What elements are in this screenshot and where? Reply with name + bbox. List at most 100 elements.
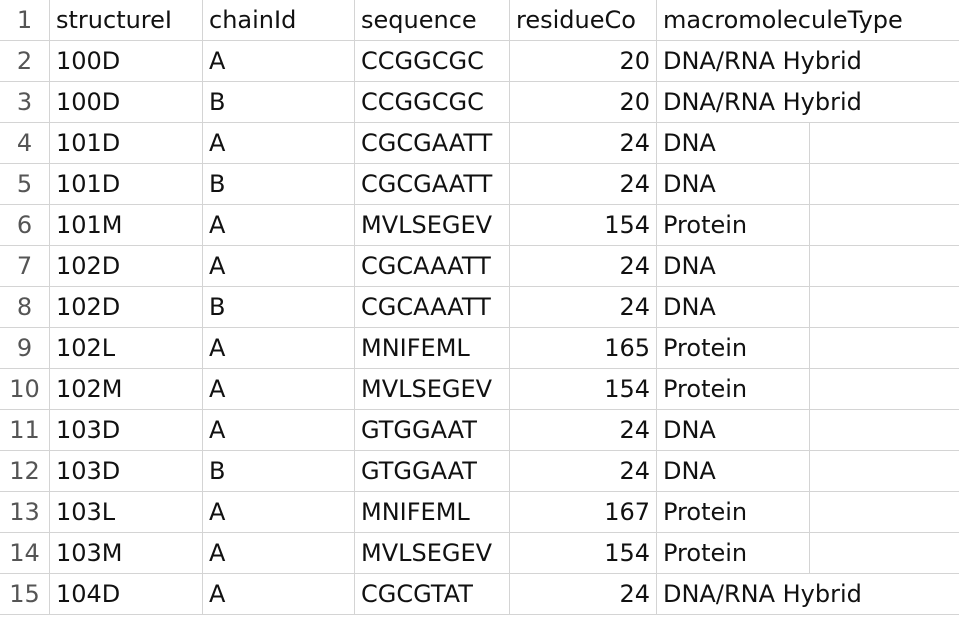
cell: A (203, 574, 355, 615)
cell: DNA/RNA Hybrid (657, 574, 959, 615)
row-number: 6 (0, 205, 50, 246)
cell: A (203, 328, 355, 369)
cell: MVLSEGEV (355, 533, 510, 574)
cell: 24 (510, 451, 657, 492)
cell: 165 (510, 328, 657, 369)
cell: 24 (510, 287, 657, 328)
cell: MVLSEGEV (355, 369, 510, 410)
cell: CGCAAATT (355, 287, 510, 328)
row-number: 14 (0, 533, 50, 574)
cell: CGCGAATT (355, 164, 510, 205)
cell: 24 (510, 123, 657, 164)
cell: Protein (657, 205, 959, 246)
cell: A (203, 492, 355, 533)
cell: B (203, 164, 355, 205)
row-number: 13 (0, 492, 50, 533)
cell: A (203, 533, 355, 574)
grid-line (809, 369, 810, 410)
cell: 154 (510, 205, 657, 246)
cell: macromoleculeType (657, 0, 959, 41)
cell: DNA (657, 410, 959, 451)
cell: CGCGAATT (355, 123, 510, 164)
cell: MNIFEML (355, 328, 510, 369)
cell: structureI (50, 0, 203, 41)
cell: 24 (510, 164, 657, 205)
cell: 167 (510, 492, 657, 533)
cell: DNA (657, 451, 959, 492)
cell: A (203, 205, 355, 246)
cell: 102M (50, 369, 203, 410)
cell: 100D (50, 82, 203, 123)
row-number: 3 (0, 82, 50, 123)
row-number: 8 (0, 287, 50, 328)
grid-line (809, 246, 810, 287)
row-number: 9 (0, 328, 50, 369)
grid-line (809, 328, 810, 369)
cell: 103M (50, 533, 203, 574)
cell: 104D (50, 574, 203, 615)
row-number: 15 (0, 574, 50, 615)
cell: sequence (355, 0, 510, 41)
cell: CCGGCGC (355, 82, 510, 123)
cell: MNIFEML (355, 492, 510, 533)
cell: A (203, 123, 355, 164)
cell: 100D (50, 41, 203, 82)
row-number: 1 (0, 0, 50, 41)
row-number: 11 (0, 410, 50, 451)
cell: GTGGAAT (355, 451, 510, 492)
cell: A (203, 246, 355, 287)
cell: DNA (657, 246, 959, 287)
cell: DNA/RNA Hybrid (657, 41, 959, 82)
cell: Protein (657, 328, 959, 369)
cell: DNA (657, 123, 959, 164)
grid-line (809, 164, 810, 205)
cell: B (203, 82, 355, 123)
cell: 103D (50, 451, 203, 492)
cell: 24 (510, 410, 657, 451)
grid-line (809, 492, 810, 533)
cell: Protein (657, 533, 959, 574)
cell: A (203, 41, 355, 82)
cell: B (203, 287, 355, 328)
cell: 20 (510, 41, 657, 82)
cell: 20 (510, 82, 657, 123)
cell: 101M (50, 205, 203, 246)
grid-line (809, 533, 810, 574)
row-number: 2 (0, 41, 50, 82)
row-number: 5 (0, 164, 50, 205)
cell: 101D (50, 123, 203, 164)
cell: Protein (657, 492, 959, 533)
cell: 102D (50, 246, 203, 287)
cell: 103D (50, 410, 203, 451)
cell: GTGGAAT (355, 410, 510, 451)
cell: chainId (203, 0, 355, 41)
cell: 154 (510, 369, 657, 410)
row-number: 4 (0, 123, 50, 164)
cell: A (203, 369, 355, 410)
row-number: 7 (0, 246, 50, 287)
cell: DNA (657, 164, 959, 205)
cell: B (203, 451, 355, 492)
cell: A (203, 410, 355, 451)
cell: residueCo (510, 0, 657, 41)
grid-line (809, 287, 810, 328)
cell: DNA/RNA Hybrid (657, 82, 959, 123)
cell: CGCAAATT (355, 246, 510, 287)
cell: 154 (510, 533, 657, 574)
cell: DNA (657, 287, 959, 328)
cell: 103L (50, 492, 203, 533)
cell: 102L (50, 328, 203, 369)
grid-line (809, 451, 810, 492)
cell: 24 (510, 574, 657, 615)
grid-line (809, 123, 810, 164)
cell: 101D (50, 164, 203, 205)
grid-line (809, 410, 810, 451)
grid-line (809, 205, 810, 246)
row-number: 12 (0, 451, 50, 492)
cell: 102D (50, 287, 203, 328)
cell: CGCGTAT (355, 574, 510, 615)
row-number: 10 (0, 369, 50, 410)
cell: CCGGCGC (355, 41, 510, 82)
cell: Protein (657, 369, 959, 410)
